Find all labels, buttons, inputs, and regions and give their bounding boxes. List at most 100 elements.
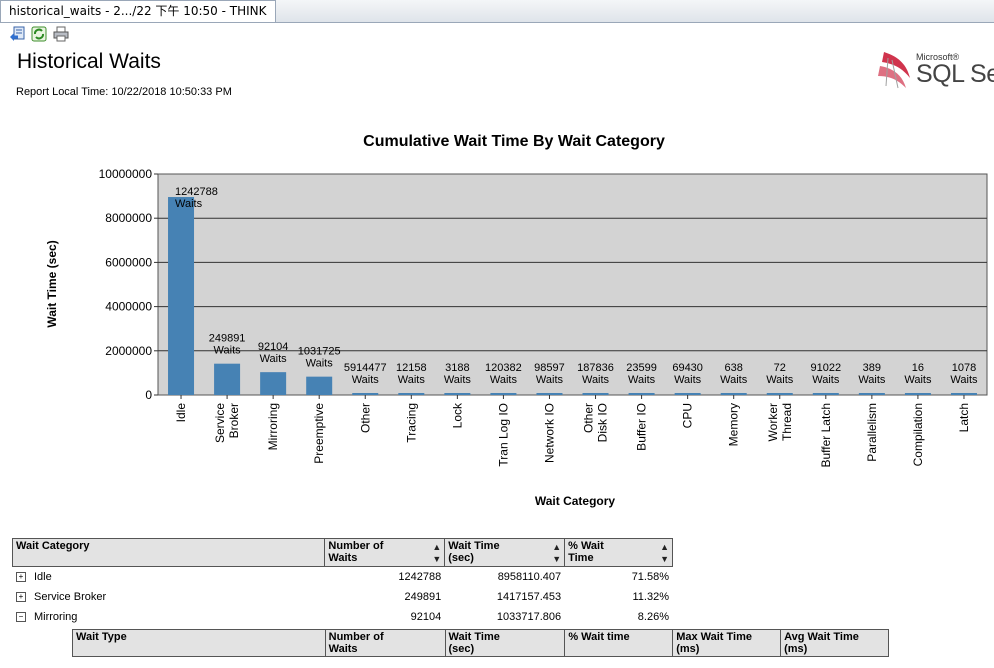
data-label: 91022 Waits xyxy=(811,362,842,386)
expand-icon[interactable]: + xyxy=(16,591,26,602)
y-tick-label: 4000000 xyxy=(105,300,152,314)
header-avg-wait-time-label: Avg Wait Time (ms) xyxy=(784,631,859,655)
header-wait-type[interactable]: Wait Type xyxy=(72,629,326,657)
bar xyxy=(628,393,655,395)
detail-table: Wait Type Number of Waits Wait Time (sec) … xyxy=(72,629,889,657)
header-detail-waits[interactable]: Number of Waits xyxy=(324,629,446,657)
x-tick-label: Buffer Latch xyxy=(819,403,833,468)
x-axis: Idle ServiceBroker Mirroring Preemptive Othe… xyxy=(174,395,971,468)
y-tick-label: 10000000 xyxy=(99,167,153,181)
summary-header-row: Wait Category ▲ ▼ Number of Waits ▲ ▼ Wait Ti… xyxy=(11,538,673,567)
bar xyxy=(582,393,609,395)
data-label: 5914477 Waits xyxy=(344,362,387,386)
row-wait-time: 1033717.806 xyxy=(444,606,566,627)
bar xyxy=(398,393,425,395)
data-label: 98597 Waits xyxy=(534,362,565,386)
header-wait-category-label: Wait Category xyxy=(16,540,90,552)
report-local-time: Report Local Time: 10/22/2018 10:50:33 P… xyxy=(16,86,232,98)
bar xyxy=(536,393,563,395)
y-tick-label: 8000000 xyxy=(105,211,152,225)
data-label: 249891 Waits xyxy=(209,333,246,357)
data-label: 3188 Waits xyxy=(444,362,472,386)
bars xyxy=(168,197,977,395)
header-pct-wait-time[interactable]: ▲ ▼ % Wait Time xyxy=(564,538,673,567)
x-tick-label: Preemptive xyxy=(312,403,326,464)
x-tick-label: Memory xyxy=(727,403,741,446)
bar xyxy=(490,393,517,395)
header-detail-waits-label: Number of Waits xyxy=(328,631,384,655)
detail-header-row: Wait Type Number of Waits Wait Time (sec) … xyxy=(72,629,889,657)
print-icon[interactable] xyxy=(53,26,69,42)
x-tick-label: Latch xyxy=(957,403,971,432)
bar xyxy=(306,376,333,395)
bar xyxy=(950,393,977,395)
header-avg-wait-time[interactable]: Avg Wait Time (ms) xyxy=(780,629,889,657)
data-labels: 1242788 Waits 249891 Waits 92104 Waits 1031725… xyxy=(175,186,978,386)
data-label: 12158 Waits xyxy=(396,362,427,386)
header-number-of-waits-label: Number of Waits xyxy=(328,540,384,564)
back-icon[interactable] xyxy=(9,26,25,42)
logo-microsoft: Microsoft® xyxy=(916,52,960,62)
bar xyxy=(766,393,793,395)
header-wait-time-label: Wait Time (sec) xyxy=(448,540,500,564)
header-detail-pct[interactable]: % Wait time xyxy=(564,629,674,657)
bar xyxy=(352,393,379,395)
logo-product: SQL Se xyxy=(916,60,994,88)
tab-report[interactable]: historical_waits - 2.../22 下午 10:50 - TH… xyxy=(0,0,276,22)
x-tick-label: Buffer IO xyxy=(635,403,649,451)
bar xyxy=(444,393,471,395)
row-pct: 11.32% xyxy=(564,586,673,607)
bar xyxy=(904,393,931,395)
data-label: 1031725 Waits xyxy=(298,346,341,370)
x-tick-label: Idle xyxy=(174,403,188,423)
x-tick-label: Other xyxy=(358,403,372,433)
sql-server-logo-icon xyxy=(878,52,910,89)
data-label: 23599 Waits xyxy=(626,362,657,386)
plot-area xyxy=(157,173,988,396)
report-toolbar xyxy=(0,23,994,45)
x-tick-label: CPU xyxy=(681,403,695,428)
row-pct: 8.26% xyxy=(564,606,673,627)
sort-icon[interactable]: ▲ ▼ xyxy=(660,542,669,564)
report-title: Historical Waits xyxy=(17,50,161,73)
x-tick-label: Parallelism xyxy=(865,403,879,462)
data-label: 638 Waits xyxy=(720,362,748,386)
table-row: + Service Broker 249891 1417157.453 11.32… xyxy=(11,586,673,607)
sort-icon[interactable]: ▲ ▼ xyxy=(552,542,562,564)
header-wait-type-label: Wait Type xyxy=(76,631,127,643)
y-tick-label: 2000000 xyxy=(105,344,152,358)
collapse-icon[interactable]: − xyxy=(16,611,26,622)
refresh-icon[interactable] xyxy=(31,26,47,42)
expand-icon[interactable]: + xyxy=(16,571,26,582)
tab-bar: historical_waits - 2.../22 下午 10:50 - TH… xyxy=(0,0,994,23)
bar xyxy=(168,197,195,395)
data-label: 389 Waits xyxy=(858,362,886,386)
y-axis: 0 2000000 4000000 6000000 8000000 10000000 xyxy=(99,167,158,402)
data-label: 69430 Waits xyxy=(672,362,703,386)
y-axis-label: Wait Time (sec) xyxy=(45,240,59,327)
data-label: 1078 Waits xyxy=(950,362,978,386)
bar xyxy=(720,393,747,395)
header-detail-wait-time[interactable]: Wait Time (sec) xyxy=(444,629,566,657)
data-label: 187836 Waits xyxy=(577,362,614,386)
data-label: 120382 Waits xyxy=(485,362,522,386)
row-waits: 249891 xyxy=(324,586,446,607)
gridlines xyxy=(158,217,987,352)
data-label: 92104 Waits xyxy=(258,341,289,365)
x-tick-label: Tracing xyxy=(404,403,418,443)
data-label: 1242788 Waits xyxy=(175,186,218,210)
x-tick-label: ServiceBroker xyxy=(213,403,241,443)
x-tick-label: OtherDisk IO xyxy=(582,403,610,442)
data-label: 16 Waits xyxy=(904,362,932,386)
header-number-of-waits[interactable]: ▲ ▼ Number of Waits xyxy=(324,538,446,567)
x-tick-label: Tran Log IO xyxy=(496,403,510,467)
sort-icon[interactable]: ▲ ▼ xyxy=(432,542,442,564)
y-tick-label: 6000000 xyxy=(105,255,152,269)
x-tick-label: Compilation xyxy=(911,403,925,466)
header-wait-category[interactable]: Wait Category xyxy=(11,538,326,567)
row-category: Idle xyxy=(34,570,52,583)
header-wait-time[interactable]: ▲ ▼ Wait Time (sec) xyxy=(444,538,566,567)
row-category: Service Broker xyxy=(34,590,107,603)
header-pct-wait-time-label: % Wait Time xyxy=(568,540,604,564)
header-max-wait-time[interactable]: Max Wait Time (ms) xyxy=(672,629,782,657)
